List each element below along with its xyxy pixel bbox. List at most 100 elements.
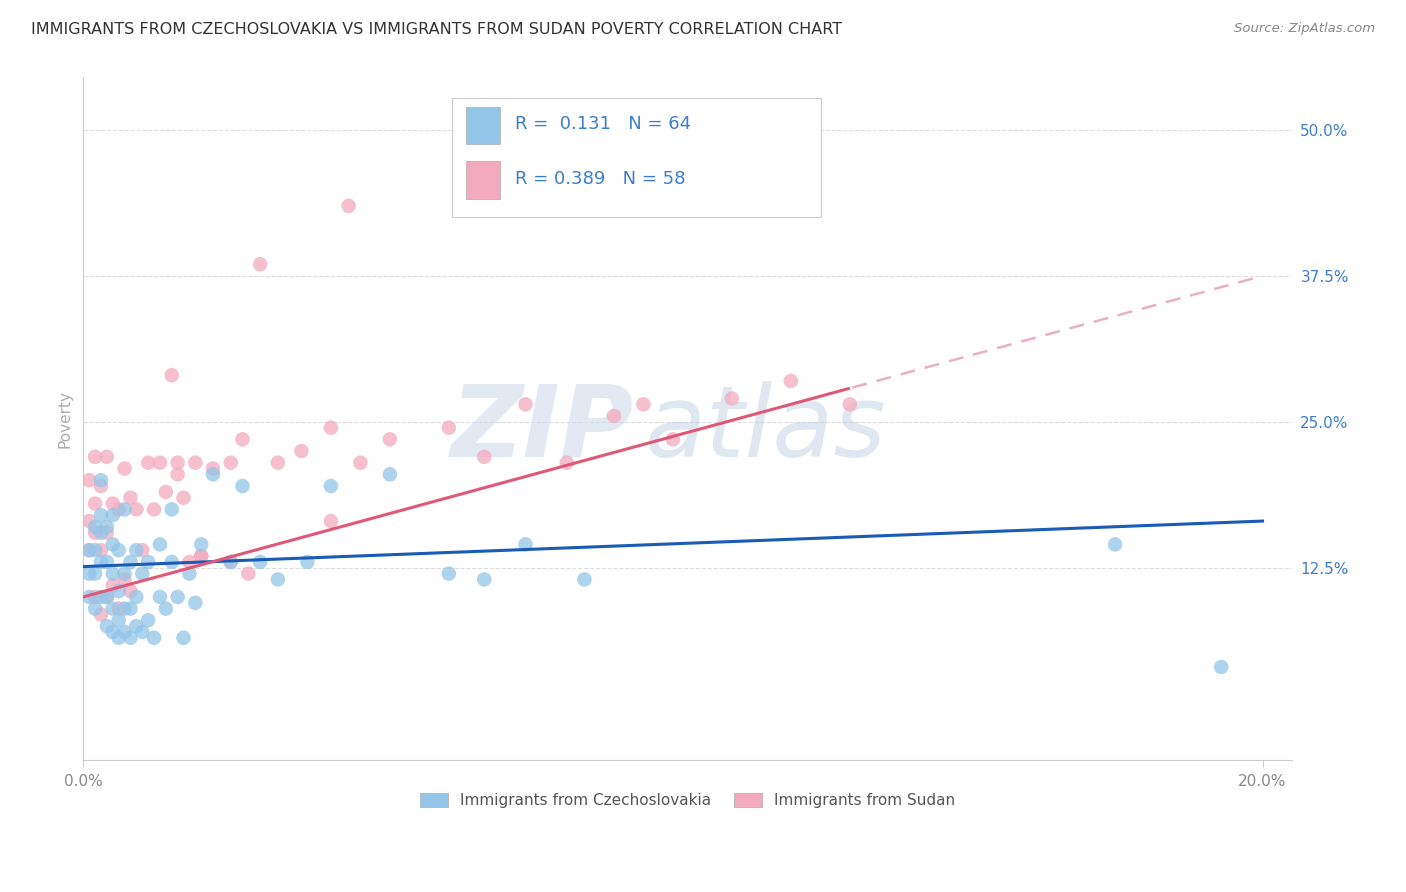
Point [184,456,207,470]
Point [96,525,118,540]
Point [101,497,124,511]
Point [166,456,188,470]
Legend: Immigrants from Czechoslovakia, Immigrants from Sudan: Immigrants from Czechoslovakia, Immigran… [415,787,962,814]
Point [101,508,124,523]
Point [77,566,100,581]
Point [155,484,177,499]
Point [84,525,107,540]
Point [107,543,129,558]
Point [84,497,107,511]
Point [149,590,172,604]
Point [84,450,107,464]
Point [107,631,129,645]
Point [779,374,801,388]
Point [201,461,224,475]
Point [173,631,195,645]
Bar [467,107,501,145]
Point [219,555,242,569]
Text: R = 0.389   N = 58: R = 0.389 N = 58 [515,169,685,187]
Point [136,613,159,627]
Point [96,450,118,464]
Text: Source: ZipAtlas.com: Source: ZipAtlas.com [1234,22,1375,36]
Point [84,590,107,604]
Point [319,420,342,434]
Point [84,566,107,581]
Point [107,502,129,516]
Point [219,555,242,569]
Point [149,537,172,551]
Point [125,543,148,558]
Point [114,573,136,587]
Point [77,473,100,487]
Point [120,584,142,599]
Point [179,555,201,569]
Point [143,502,166,516]
Point [120,601,142,615]
Point [721,392,744,406]
Point [155,601,177,615]
Point [378,467,401,482]
Point [173,491,195,505]
Point [437,566,460,581]
Point [349,456,371,470]
Point [96,590,118,604]
Point [107,584,129,599]
Point [149,456,172,470]
Point [120,631,142,645]
Point [184,596,207,610]
Point [107,613,129,627]
Point [120,555,142,569]
Point [201,467,224,482]
Point [90,508,112,523]
Point [297,555,319,569]
Point [160,368,183,383]
Point [114,601,136,615]
Point [267,573,290,587]
Point [107,601,129,615]
Point [143,631,166,645]
Point [319,514,342,528]
Point [219,456,242,470]
Point [160,555,183,569]
Point [515,397,537,411]
Point [96,555,118,569]
Point [84,520,107,534]
Point [131,624,153,639]
Point [662,433,685,447]
Point [114,461,136,475]
Text: atlas: atlas [645,381,887,477]
Point [190,549,212,563]
Point [160,502,183,516]
Point [190,537,212,551]
Point [101,578,124,592]
Point [603,409,626,423]
Text: R =  0.131   N = 64: R = 0.131 N = 64 [515,115,690,133]
Point [574,573,596,587]
Point [555,456,578,470]
Point [125,619,148,633]
Point [166,467,188,482]
Point [77,543,100,558]
Point [114,502,136,516]
Point [84,543,107,558]
Point [101,624,124,639]
Point [231,479,253,493]
Point [437,420,460,434]
Text: ZIP: ZIP [450,381,633,477]
Point [472,450,495,464]
Point [249,257,271,271]
Point [238,566,260,581]
Y-axis label: Poverty: Poverty [58,390,72,448]
Point [378,433,401,447]
Point [131,543,153,558]
Point [114,624,136,639]
Point [96,520,118,534]
Point [96,590,118,604]
Point [84,601,107,615]
Point [77,590,100,604]
Point [120,491,142,505]
Point [125,590,148,604]
Point [96,619,118,633]
Point [101,566,124,581]
Point [136,555,159,569]
